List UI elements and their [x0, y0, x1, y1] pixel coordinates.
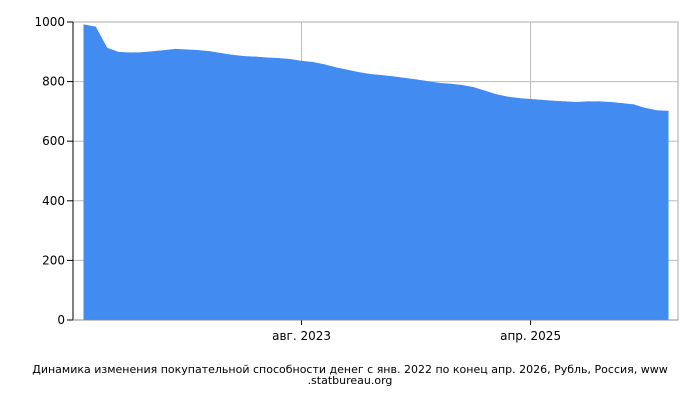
- data-point: [163, 50, 165, 52]
- data-point: [461, 84, 463, 87]
- y-tick-label: 1000: [34, 15, 65, 29]
- data-points: [83, 24, 669, 112]
- data-point: [243, 55, 245, 58]
- data-point: [667, 110, 669, 112]
- data-point: [484, 90, 486, 92]
- data-point: [598, 101, 600, 103]
- data-point: [518, 97, 520, 100]
- data-point: [358, 72, 360, 74]
- data-point: [323, 64, 326, 66]
- data-point: [289, 58, 291, 61]
- data-point: [426, 81, 429, 83]
- data-point: [541, 99, 543, 101]
- data-point: [197, 50, 200, 52]
- data-point: [94, 26, 97, 28]
- data-point: [575, 101, 577, 104]
- x-tick-label: авг. 2023: [272, 329, 331, 343]
- data-point: [106, 47, 108, 49]
- y-tick-label: 200: [42, 253, 65, 267]
- data-point: [220, 52, 223, 55]
- data-point: [472, 86, 474, 89]
- data-point: [232, 54, 234, 56]
- data-point: [312, 61, 314, 64]
- y-tick-label: 0: [57, 313, 65, 327]
- data-point: [381, 75, 383, 77]
- data-point: [392, 76, 394, 78]
- data-point: [529, 98, 532, 101]
- data-point: [175, 48, 177, 51]
- y-tick-label: 600: [42, 134, 65, 148]
- data-point: [404, 77, 406, 79]
- data-point: [129, 52, 131, 54]
- data-point: [83, 24, 85, 26]
- data-point: [278, 58, 280, 60]
- data-point: [152, 51, 154, 53]
- data-point: [633, 104, 635, 106]
- caption-line-1: Динамика изменения покупательной способн…: [32, 363, 668, 376]
- caption-line-2: .statbureau.org: [307, 374, 393, 387]
- x-axis: авг. 2023 апр. 2025: [73, 319, 678, 343]
- data-point: [552, 100, 555, 102]
- data-point: [507, 96, 509, 98]
- data-point: [621, 103, 623, 105]
- data-point: [655, 110, 658, 112]
- data-point: [610, 101, 612, 104]
- data-point: [346, 69, 348, 71]
- y-tick-label: 800: [42, 75, 65, 89]
- data-point: [495, 94, 497, 96]
- data-point: [140, 52, 142, 54]
- data-point: [335, 67, 337, 69]
- data-point: [117, 51, 119, 54]
- data-point: [564, 101, 566, 103]
- data-point: [449, 83, 452, 85]
- data-point: [438, 82, 440, 84]
- y-tick-label: 400: [42, 194, 65, 208]
- data-point: [300, 60, 303, 62]
- data-point: [255, 56, 257, 58]
- data-point: [209, 51, 211, 53]
- x-tick-label: апр. 2025: [500, 329, 561, 343]
- y-axis: 0 200 400 600 800 1000: [34, 15, 74, 327]
- data-point: [415, 79, 417, 81]
- data-point: [266, 57, 268, 59]
- data-point: [186, 49, 188, 51]
- chart-caption: Динамика изменения покупательной способн…: [10, 364, 690, 386]
- data-point: [644, 107, 646, 110]
- data-point: [587, 101, 589, 103]
- data-point: [369, 73, 371, 76]
